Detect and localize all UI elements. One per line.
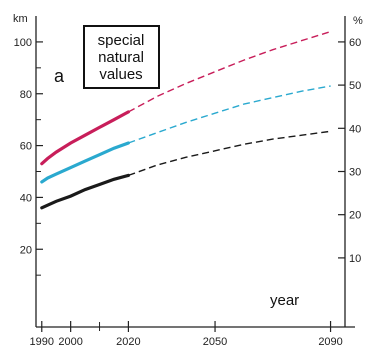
y-left-unit-label: km [13,13,28,25]
x-tick-label: 2000 [58,336,82,347]
series-2-dashed-line [128,130,331,177]
y-right-tick-label: 50 [349,80,361,92]
series-2-solid-line [40,173,130,210]
y-left-tick-label: 20 [20,244,32,256]
y-right-tick-label: 30 [349,167,361,179]
y-right-tick-label: 40 [349,123,361,135]
y-left-tick-label: 60 [20,141,32,153]
x-tick-label: 2090 [318,336,342,347]
panel-letter: a [54,66,65,86]
y-left-tick-label: 80 [20,89,32,101]
series-1-dashed-line [128,85,331,144]
x-tick-label: 1990 [30,336,54,347]
legend-box [83,25,160,89]
x-tick-label: 2020 [116,336,140,347]
y-right-tick-label: 60 [349,37,361,49]
series-0-dashed-line [128,30,331,113]
legend-line-1: special [98,32,145,49]
series-1-solid-line [40,141,130,184]
x-axis-title: year [270,292,299,309]
legend-line-3: values [99,66,142,83]
y-right-unit-label: % [353,15,363,27]
y-right-tick-label: 20 [349,210,361,222]
y-left-tick-label: 100 [14,37,32,49]
series-0-solid-line [40,110,130,166]
y-right-tick-label: 10 [349,253,361,265]
x-tick-label: 2050 [203,336,227,347]
y-left-tick-label: 40 [20,192,32,204]
legend-line-2: natural [98,49,144,66]
